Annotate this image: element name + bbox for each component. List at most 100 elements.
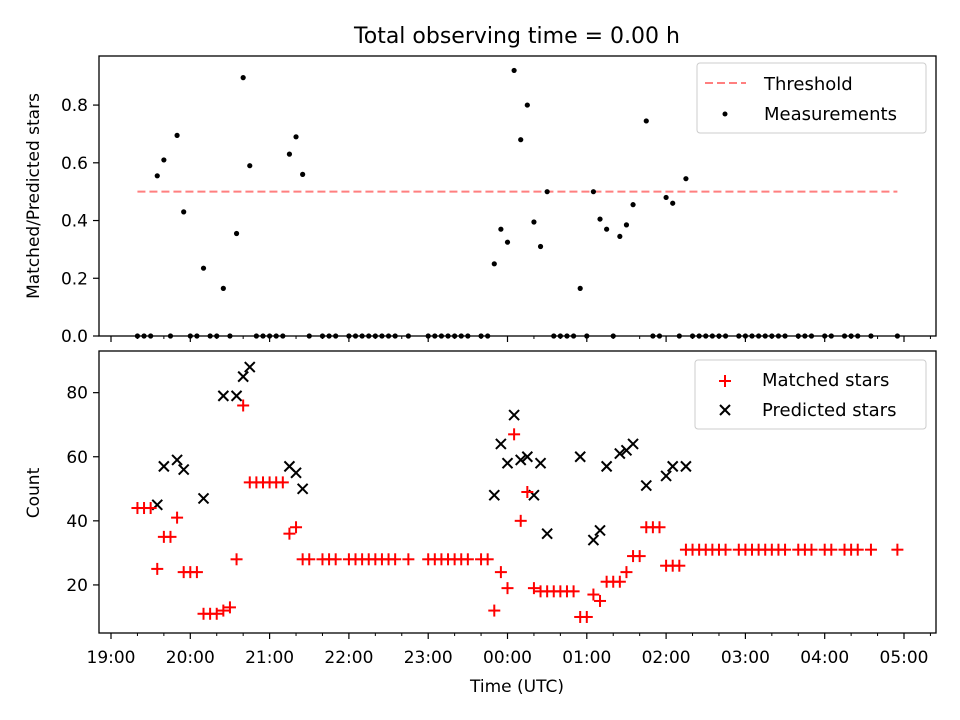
- predicted-stars-point: [667, 460, 679, 473]
- measurement-point: [537, 243, 544, 250]
- measurement-point: [240, 75, 246, 81]
- predicted-stars-point: [158, 460, 170, 473]
- matched-stars-point: [501, 582, 514, 595]
- matched-stars-point: [527, 582, 540, 595]
- measurement-point: [894, 333, 900, 339]
- measurement-point: [504, 239, 511, 245]
- predicted-stars-point: [534, 457, 547, 469]
- measurement-point: [597, 216, 603, 222]
- ratio-panel: 0.00.20.40.60.8 Matched/Predicted stars …: [24, 55, 937, 347]
- measurement-point: [670, 200, 676, 206]
- measurements-legend-label: Measurements: [764, 104, 897, 125]
- matched-stars-point: [461, 553, 474, 566]
- predicted-stars-point: [508, 409, 520, 421]
- ratio-y-tick-label: 0.0: [61, 327, 88, 347]
- ratio-y-tick-label: 0.8: [61, 96, 88, 116]
- predicted-stars-point: [296, 483, 309, 495]
- matched-legend-label: Matched stars: [762, 370, 889, 391]
- measurement-point: [293, 134, 299, 140]
- predicted-stars-point: [594, 524, 606, 537]
- matched-stars-point: [389, 553, 402, 566]
- count-y-tick-label: 60: [66, 448, 88, 468]
- matched-stars-point: [673, 559, 686, 572]
- x-tick-label: 19:00: [87, 648, 136, 668]
- threshold-legend-label: Threshold: [763, 74, 853, 95]
- matched-stars-point: [230, 553, 243, 566]
- measurement-point: [392, 333, 398, 339]
- measurement-point: [782, 333, 788, 339]
- predicted-stars-point: [614, 447, 626, 460]
- count-y-tick-label: 20: [66, 576, 88, 596]
- x-axis-label: Time (UTC): [469, 677, 564, 697]
- matched-stars-point: [488, 604, 501, 617]
- matched-stars-point: [290, 521, 303, 534]
- measurement-point: [531, 219, 537, 225]
- measurement-point: [808, 333, 815, 339]
- figure-title: Total observing time = 0.00 h: [353, 24, 680, 49]
- measurement-point: [696, 333, 702, 339]
- measurement-point: [194, 333, 200, 339]
- matched-stars-point: [620, 566, 633, 579]
- measurement-point: [756, 333, 762, 339]
- count-axes: 19:00 20:00 21:00 22:00 23:00 00:00 01:00 02:00…: [66, 384, 931, 668]
- x-tick-label: 01:00: [562, 648, 611, 668]
- measurement-point: [445, 333, 451, 339]
- measurement-point: [438, 333, 445, 339]
- measurement-point: [623, 222, 630, 228]
- count-y-axis-label: Count: [24, 467, 44, 518]
- measurement-point: [564, 333, 570, 339]
- matched-stars-point: [144, 502, 157, 515]
- matched-stars-point: [190, 566, 203, 579]
- measurement-point: [524, 102, 530, 108]
- measurement-point: [247, 163, 253, 169]
- predicted-legend-swatch: [719, 404, 731, 416]
- x-tick-label: 21:00: [245, 648, 294, 668]
- x-tick-label: 04:00: [800, 648, 849, 668]
- matched-stars-point: [613, 575, 626, 588]
- matched-stars-point: [151, 562, 164, 575]
- matched-stars-point: [223, 601, 236, 614]
- measurement-point: [260, 333, 266, 339]
- matched-stars-point: [508, 428, 521, 441]
- matched-stars-point: [217, 604, 230, 617]
- ratio-y-axis-label: Matched/Predicted stars: [24, 93, 44, 299]
- measurement-point: [643, 118, 649, 124]
- measurement-point: [485, 333, 491, 339]
- measurement-point: [855, 333, 861, 339]
- measurement-point: [736, 333, 742, 339]
- measurement-point: [802, 333, 808, 339]
- predicted-stars-point: [230, 390, 243, 402]
- ratio-y-tick-label: 0.4: [61, 212, 88, 232]
- matched-stars-point: [514, 514, 527, 527]
- measurement-point: [181, 209, 187, 215]
- matched-legend-swatch: [719, 375, 731, 387]
- predicted-stars-point: [488, 489, 500, 501]
- matched-stars-point: [171, 511, 184, 524]
- predicted-stars-point: [197, 492, 210, 505]
- measurement-point: [141, 333, 147, 339]
- predicted-stars-point: [541, 527, 553, 540]
- measurement-point: [683, 176, 689, 182]
- measurement-point: [630, 202, 636, 208]
- predicted-stars-point: [587, 534, 600, 546]
- predicted-legend-label: Predicted stars: [762, 400, 896, 421]
- measurement-point: [306, 333, 312, 339]
- measurement-point: [352, 333, 359, 339]
- measurement-point: [828, 333, 834, 339]
- measurement-point: [465, 333, 471, 339]
- matched-stars-point: [719, 543, 732, 556]
- measurement-point: [207, 333, 213, 339]
- measurement-point: [233, 230, 240, 237]
- ratio-y-tick-label: 0.2: [61, 269, 88, 289]
- matched-stars-point: [164, 530, 177, 543]
- matched-stars-point: [329, 553, 342, 566]
- matched-stars-point: [851, 543, 864, 556]
- measurement-point: [604, 226, 610, 232]
- matched-stars-point: [594, 594, 607, 607]
- predicted-stars-point: [627, 438, 639, 450]
- measurement-point: [227, 333, 233, 339]
- count-legend: Matched stars Predicted stars: [694, 359, 927, 430]
- measurement-point: [577, 285, 583, 291]
- measurement-point: [200, 265, 207, 271]
